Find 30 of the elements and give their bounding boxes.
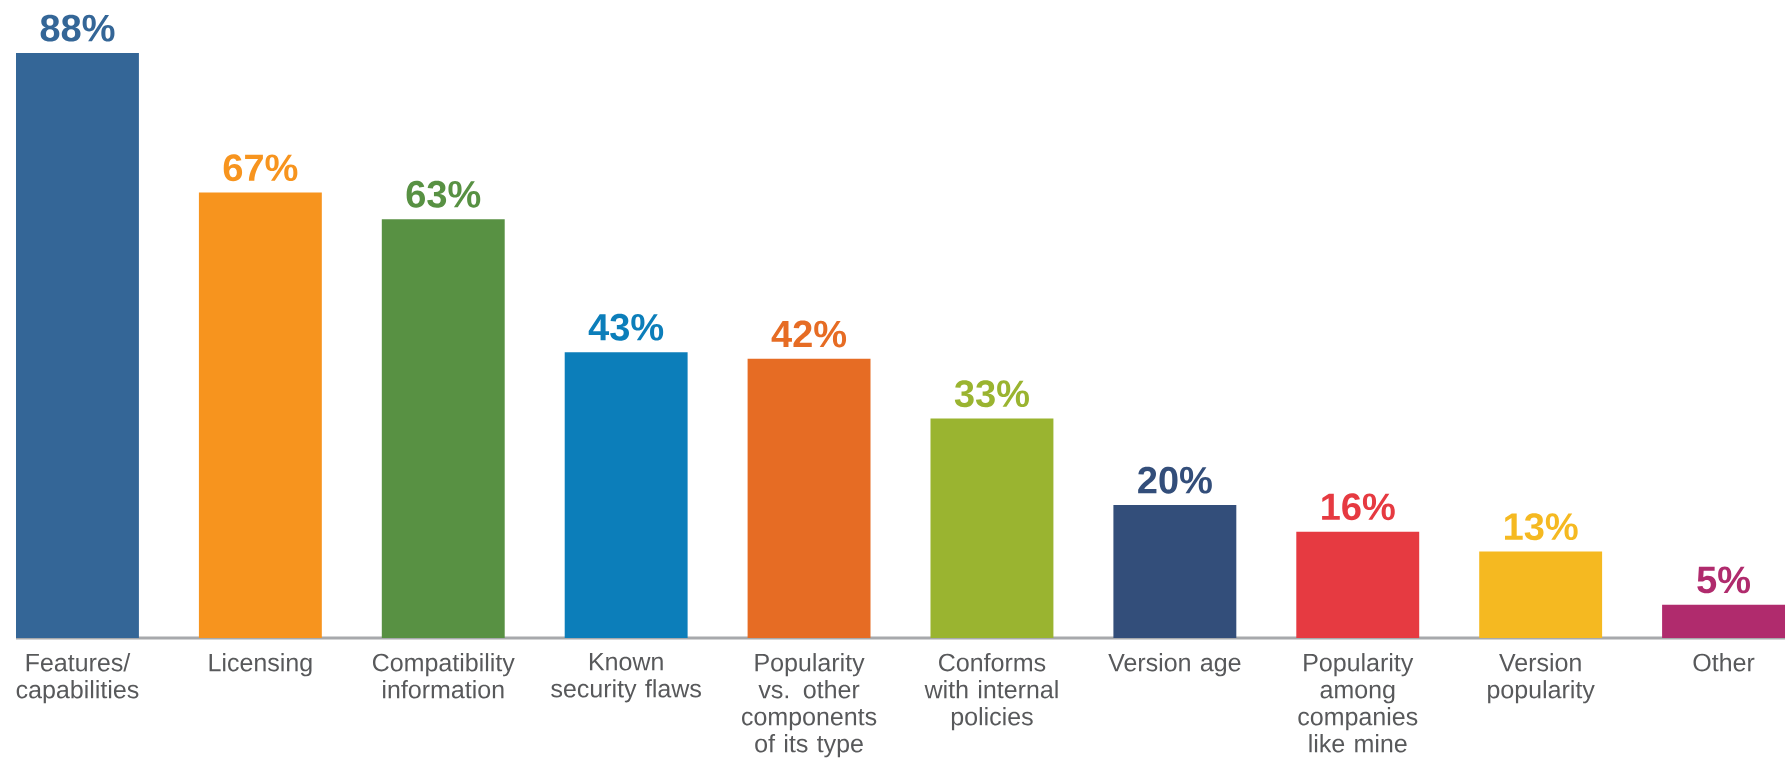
x-tick-label: Version age [1108, 653, 1241, 677]
bar [1296, 531, 1420, 638]
data-label: 5% [1697, 566, 1750, 594]
data-label: 43% [588, 313, 664, 341]
bar [1662, 604, 1786, 638]
data-label: 20% [1138, 466, 1212, 494]
x-tick-label: Compatibility information [372, 653, 515, 699]
bar [747, 358, 871, 638]
x-tick-label: Known security flaws [551, 653, 701, 703]
data-label: 67% [223, 154, 298, 182]
data-label: 33% [954, 380, 1029, 408]
x-tick-label: Licensing [209, 653, 312, 677]
bar [1479, 551, 1603, 638]
x-tick-label: Features/ capabilities [16, 653, 139, 704]
data-label: 13% [1505, 513, 1578, 541]
data-label: 42% [771, 320, 847, 348]
bar [198, 192, 322, 638]
x-tick-label: Version popularity [1488, 653, 1595, 704]
bar [930, 418, 1054, 638]
data-label: 88% [40, 14, 115, 42]
x-tick-label: Conforms with internal policies [924, 653, 1058, 731]
bar [1113, 505, 1237, 638]
bar [564, 352, 688, 638]
bar [16, 53, 139, 638]
bar [381, 219, 505, 638]
x-tick-label: Popularity vs. other components of its type [742, 653, 877, 758]
x-tick-label: Other [1693, 653, 1755, 672]
data-label: 16% [1322, 493, 1395, 521]
x-tick-label: Popularity among companies like mine [1298, 653, 1418, 753]
data-label: 63% [406, 180, 481, 208]
